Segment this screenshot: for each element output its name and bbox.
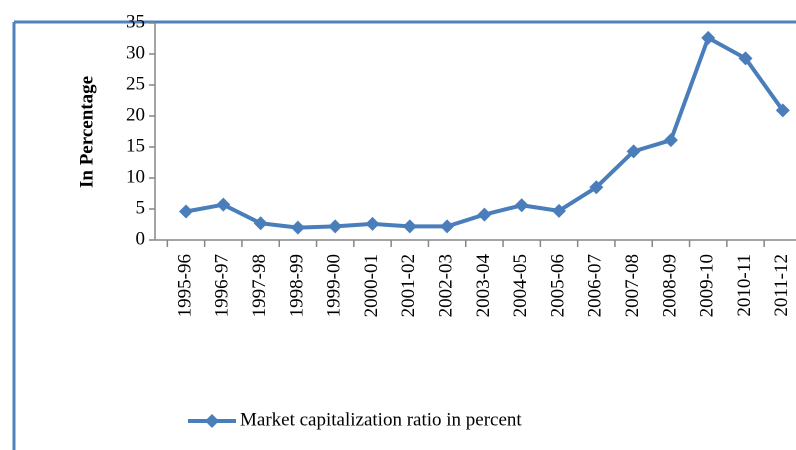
point [179, 204, 193, 219]
x-tick-label: 2008-09 [659, 254, 680, 317]
y-tick-label: 0 [136, 228, 146, 249]
x-tick-label: 2004-05 [510, 254, 531, 317]
point [514, 198, 529, 213]
point [328, 219, 343, 234]
point [738, 51, 753, 66]
series-line [185, 35, 785, 230]
point [440, 219, 455, 234]
y-axis-label: In Percentage [76, 76, 97, 188]
point [552, 203, 566, 218]
x-tick-label: 2009-10 [697, 254, 718, 317]
point [663, 133, 678, 148]
y-tick-label: 15 [126, 135, 145, 156]
x-tick-label: 1998-99 [286, 254, 307, 317]
point [589, 180, 604, 195]
point [365, 216, 380, 231]
point [775, 103, 790, 118]
y-tick-label: 20 [126, 104, 145, 125]
point [402, 219, 417, 234]
y-tick-label: 10 [126, 166, 145, 187]
x-tick-label: 2002-03 [435, 254, 456, 317]
legend-marker [205, 414, 219, 428]
point [253, 216, 268, 231]
x-tick-label: 1996-97 [212, 254, 233, 317]
point [290, 220, 305, 235]
point [216, 197, 231, 212]
point [477, 207, 492, 222]
y-tick-label: 35 [126, 11, 145, 32]
x-tick-label: 2010-11 [734, 254, 755, 317]
x-tick-label: 2006-07 [585, 254, 606, 317]
x-tick-label: 2005-06 [547, 254, 568, 317]
y-tick-label: 30 [126, 42, 145, 63]
point [626, 144, 641, 159]
y-tick-label: 25 [126, 73, 145, 94]
x-tick-label: 2001-02 [398, 254, 419, 317]
legend-label: Market capitalization ratio in percent [240, 409, 522, 430]
x-tick-label: 1999-00 [324, 254, 345, 317]
y-tick-label: 5 [136, 197, 146, 218]
x-tick-label: 1997-98 [249, 254, 270, 317]
x-tick-label: 1995-96 [174, 254, 195, 317]
point [701, 30, 716, 45]
x-tick-label: 2003-04 [473, 254, 494, 318]
x-tick-label: 2011-12 [771, 254, 792, 317]
x-tick-label: 2007-08 [622, 254, 643, 317]
x-tick-label: 2000-01 [361, 254, 382, 317]
